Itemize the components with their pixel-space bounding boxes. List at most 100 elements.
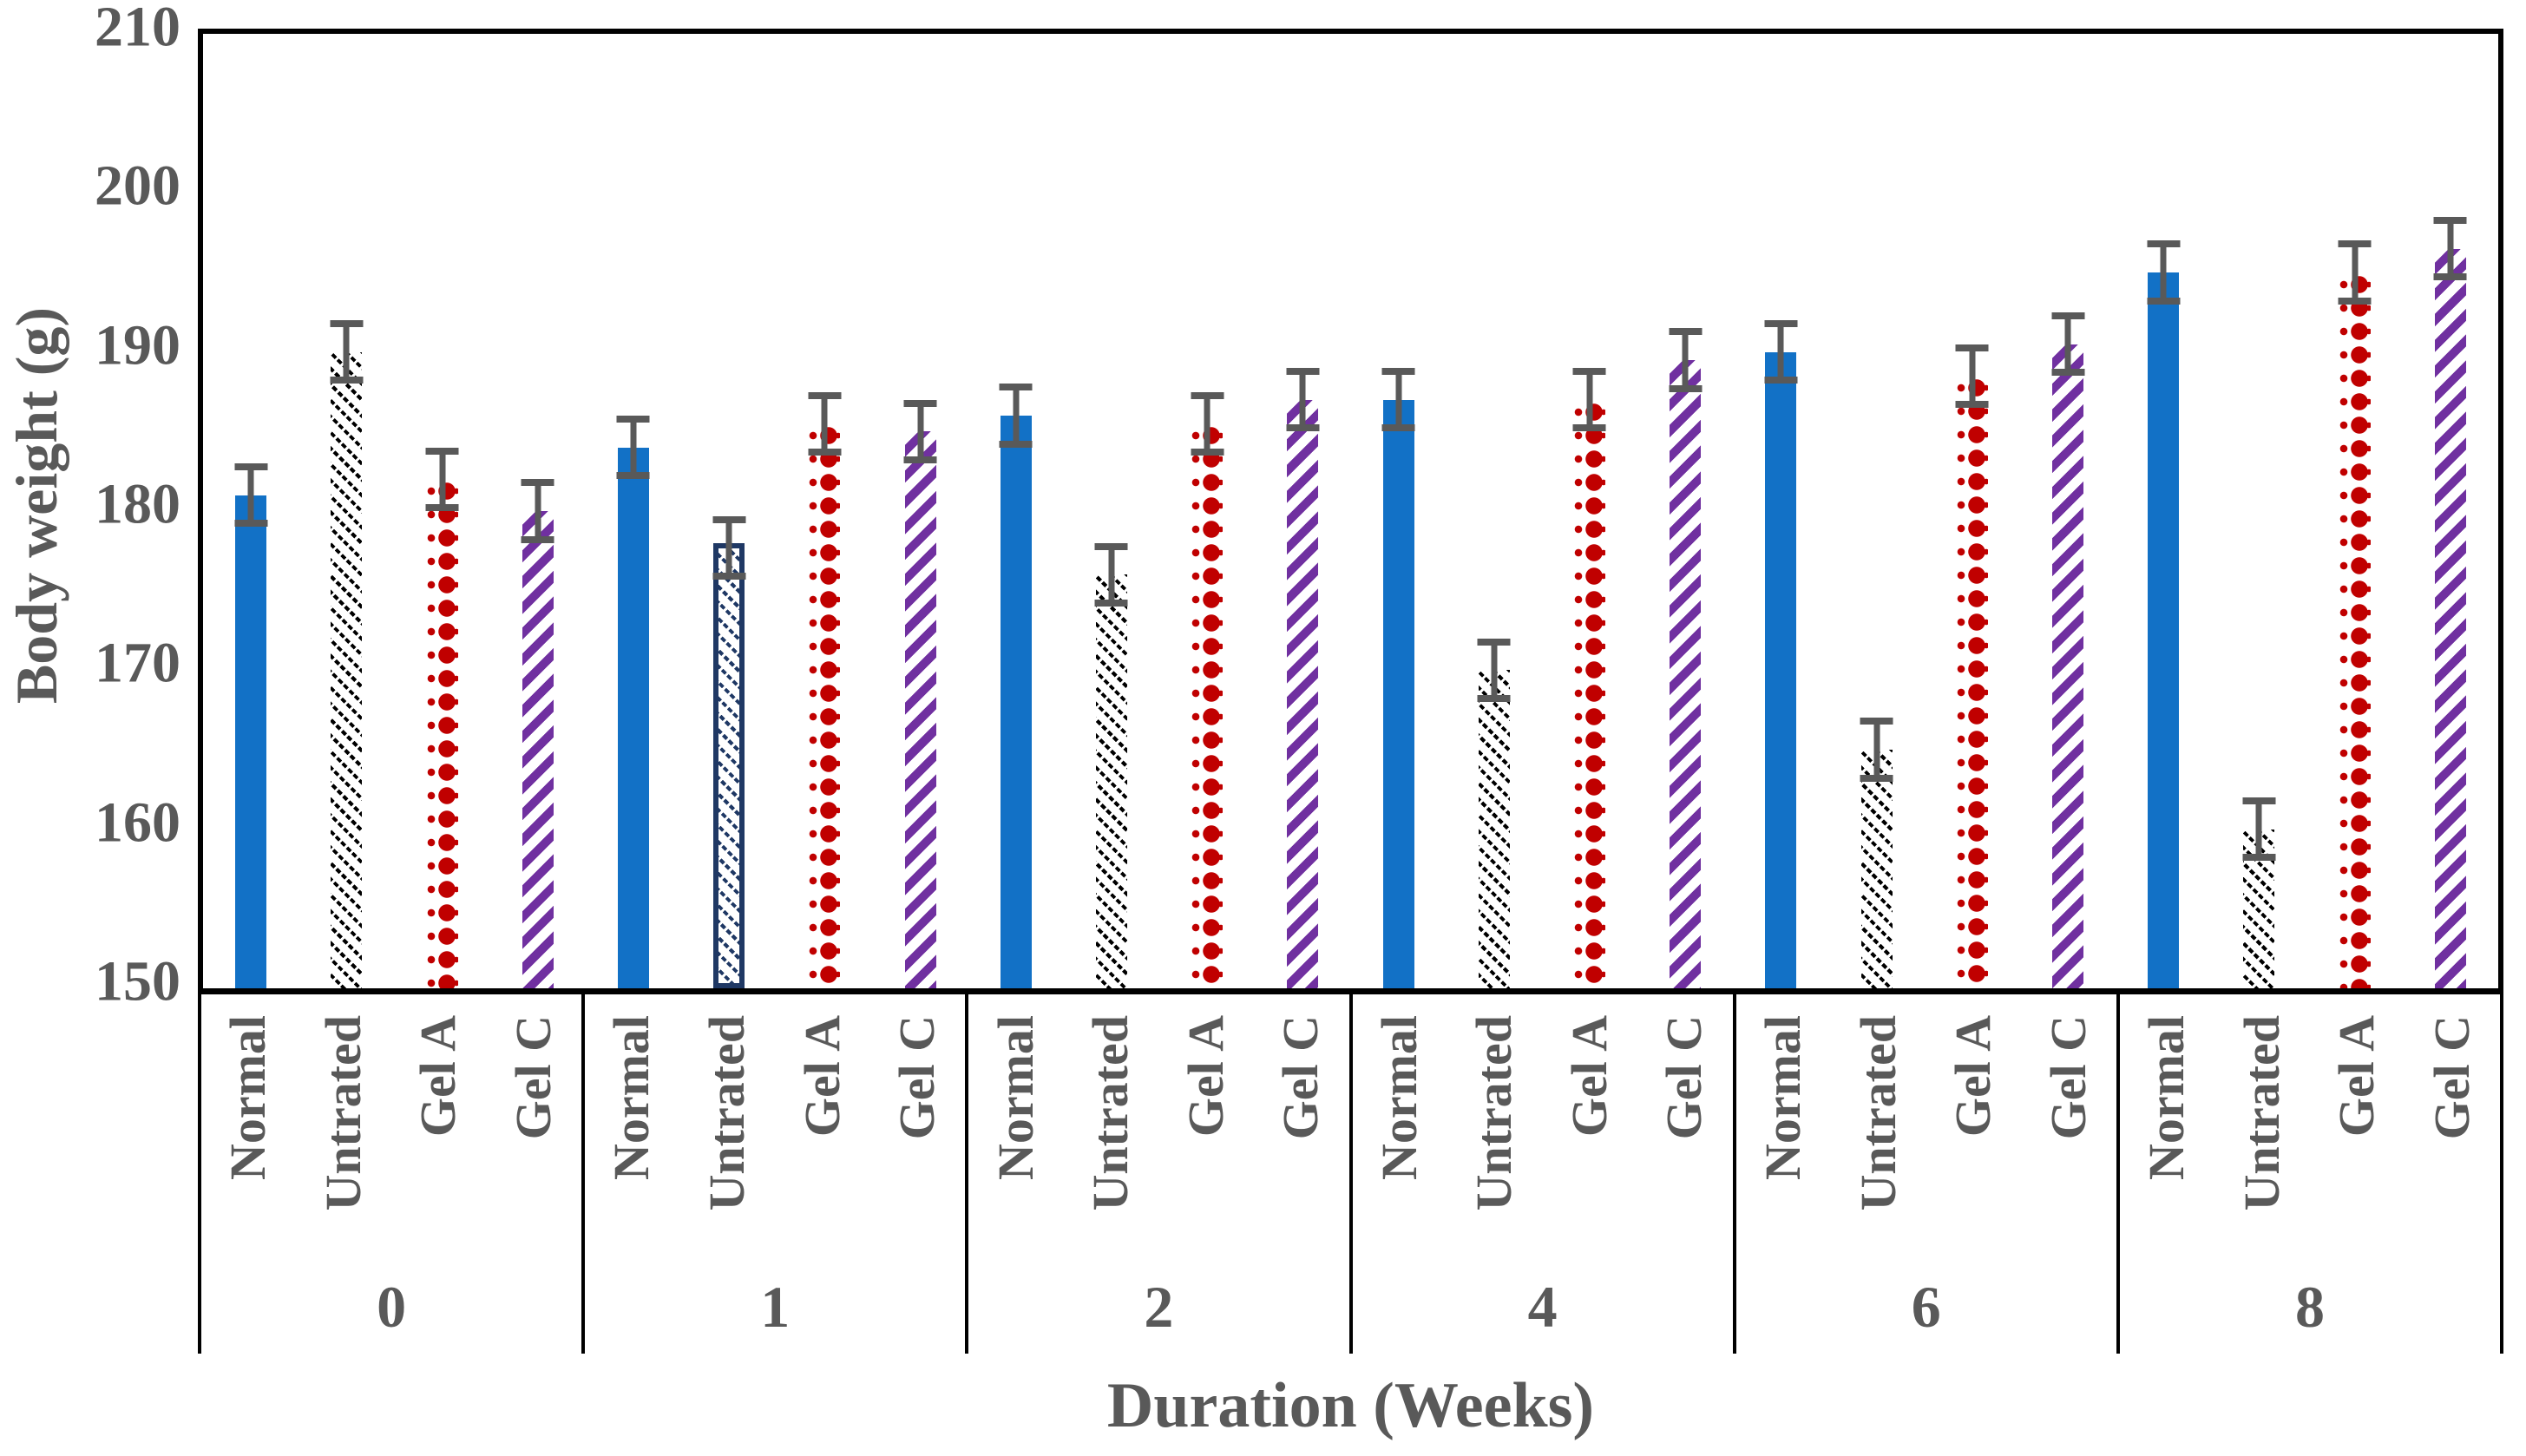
bar-normal-week-4 bbox=[1382, 368, 1414, 988]
error-bar bbox=[535, 479, 541, 543]
bar-group-week-6 bbox=[1733, 34, 2116, 988]
error-bar bbox=[1108, 542, 1115, 607]
bar-normal-week-8 bbox=[2148, 240, 2180, 988]
x-axis-band: Normal Untrated Gel A Gel C 0 Normal Untrated G… bbox=[198, 989, 2504, 1354]
bar-normal-week-1 bbox=[617, 416, 649, 988]
bar-normal-week-2 bbox=[1000, 384, 1032, 988]
y-tick-label: 160 bbox=[95, 790, 180, 855]
x-group-week-6: Normal Untrated Gel A Gel C 6 bbox=[1736, 989, 2120, 1354]
bar-groups bbox=[203, 34, 2498, 988]
category-label: Gel C bbox=[2039, 1015, 2096, 1140]
category-label: Gel C bbox=[889, 1015, 946, 1140]
x-axis-title: Duration (Weeks) bbox=[1106, 1370, 1595, 1441]
bar-gel-a-week-4 bbox=[1573, 368, 1605, 988]
error-bar bbox=[1395, 368, 1402, 432]
y-tick-label: 210 bbox=[95, 0, 180, 59]
category-label: Gel A bbox=[1560, 1015, 1617, 1138]
error-bar bbox=[630, 416, 637, 480]
category-label: Untrated bbox=[1466, 1015, 1523, 1211]
bar-gel-c-week-8 bbox=[2434, 216, 2466, 988]
bar-untrated-week-0 bbox=[331, 320, 363, 988]
y-tick-label: 150 bbox=[95, 949, 180, 1013]
category-label: Normal bbox=[220, 1015, 277, 1181]
category-label: Gel C bbox=[504, 1015, 561, 1140]
error-bar bbox=[821, 391, 828, 456]
category-label: Untrated bbox=[699, 1015, 756, 1211]
x-group-week-1: Normal Untrated Gel A Gel C 1 bbox=[585, 989, 969, 1354]
category-label: Untrated bbox=[314, 1015, 371, 1211]
week-label: 1 bbox=[760, 1274, 791, 1340]
bar-group-week-2 bbox=[968, 34, 1351, 988]
y-tick-label: 170 bbox=[95, 632, 180, 696]
x-group-week-4: Normal Untrated Gel A Gel C 4 bbox=[1353, 989, 1736, 1354]
error-bar bbox=[1299, 368, 1306, 432]
bar-gel-a-week-2 bbox=[1191, 391, 1224, 988]
category-labels: Normal Untrated Gel A Gel C bbox=[585, 1015, 965, 1211]
category-label: Gel A bbox=[1945, 1015, 2002, 1138]
y-tick-label: 200 bbox=[95, 154, 180, 219]
bar-gel-c-week-6 bbox=[2052, 312, 2084, 988]
x-group-week-2: Normal Untrated Gel A Gel C 2 bbox=[968, 989, 1353, 1354]
plot-area bbox=[198, 29, 2503, 994]
x-group-week-0: Normal Untrated Gel A Gel C 0 bbox=[201, 989, 586, 1354]
category-label: Gel A bbox=[793, 1015, 850, 1138]
bar-normal-week-6 bbox=[1765, 320, 1797, 988]
error-bar bbox=[1491, 638, 1498, 703]
y-axis-title: Body weight (g) bbox=[0, 29, 73, 983]
x-group-week-8: Normal Untrated Gel A Gel C 8 bbox=[2120, 989, 2504, 1354]
category-label: Untrated bbox=[1082, 1015, 1139, 1211]
category-label: Gel C bbox=[1272, 1015, 1329, 1140]
category-label: Untrated bbox=[1849, 1015, 1906, 1211]
week-label: 2 bbox=[1144, 1274, 1174, 1340]
bar-gel-a-week-0 bbox=[426, 447, 458, 988]
bar-gel-a-week-8 bbox=[2339, 240, 2371, 988]
week-label: 8 bbox=[2294, 1274, 2325, 1340]
y-axis-tick-labels: 210 200 190 180 170 160 150 bbox=[73, 0, 191, 1010]
y-axis-title-text: Body weight (g) bbox=[3, 307, 69, 705]
bar-untrated-week-8 bbox=[2243, 797, 2275, 988]
category-label: Gel A bbox=[1177, 1015, 1234, 1138]
category-label: Normal bbox=[1755, 1015, 1811, 1181]
category-labels: Normal Untrated Gel A Gel C bbox=[968, 1015, 1348, 1211]
bar-gel-a-week-1 bbox=[809, 391, 841, 988]
category-label: Gel A bbox=[2328, 1015, 2385, 1138]
error-bar bbox=[1777, 320, 1784, 384]
bar-gel-c-week-4 bbox=[1670, 328, 1702, 988]
error-bar bbox=[247, 463, 254, 528]
bar-untrated-week-2 bbox=[1095, 542, 1127, 988]
bar-gel-c-week-0 bbox=[522, 479, 554, 988]
category-label: Untrated bbox=[2233, 1015, 2290, 1211]
category-label: Normal bbox=[603, 1015, 660, 1181]
category-label: Normal bbox=[1370, 1015, 1427, 1181]
bar-untrated-week-1 bbox=[713, 516, 745, 988]
error-bar bbox=[2255, 797, 2262, 862]
error-bar bbox=[1969, 344, 1976, 408]
error-bar bbox=[1586, 368, 1593, 432]
error-bar bbox=[1204, 391, 1211, 456]
bar-gel-c-week-1 bbox=[904, 399, 936, 988]
bar-untrated-week-6 bbox=[1860, 718, 1893, 988]
error-bar bbox=[1682, 328, 1689, 392]
bar-group-week-4 bbox=[1350, 34, 1733, 988]
category-label: Gel C bbox=[1656, 1015, 1713, 1140]
error-bar bbox=[2447, 216, 2454, 281]
error-bar bbox=[2064, 312, 2071, 377]
bar-untrated-week-4 bbox=[1478, 638, 1510, 988]
error-bar bbox=[2160, 240, 2167, 305]
category-labels: Normal Untrated Gel A Gel C bbox=[1736, 1015, 2116, 1211]
error-bar bbox=[343, 320, 350, 384]
category-labels: Normal Untrated Gel A Gel C bbox=[1353, 1015, 1733, 1211]
error-bar bbox=[439, 447, 445, 512]
category-label: Gel C bbox=[2423, 1015, 2480, 1140]
error-bar bbox=[1873, 718, 1880, 782]
category-label: Gel A bbox=[410, 1015, 467, 1138]
category-label: Normal bbox=[2138, 1015, 2195, 1181]
bar-gel-c-week-2 bbox=[1287, 368, 1319, 988]
category-label: Normal bbox=[987, 1015, 1044, 1181]
bar-group-week-1 bbox=[586, 34, 968, 988]
week-label: 4 bbox=[1527, 1274, 1558, 1340]
y-tick-label: 190 bbox=[95, 313, 180, 377]
error-bar bbox=[1013, 384, 1020, 448]
error-bar bbox=[2352, 240, 2359, 305]
